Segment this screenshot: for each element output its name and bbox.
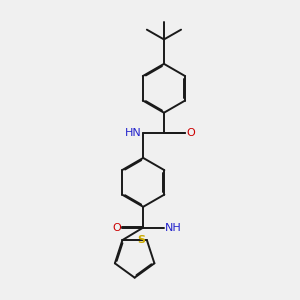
Text: O: O: [186, 128, 195, 139]
Text: O: O: [112, 223, 121, 232]
Text: S: S: [137, 235, 145, 245]
Text: HN: HN: [125, 128, 142, 139]
Text: NH: NH: [165, 223, 182, 232]
